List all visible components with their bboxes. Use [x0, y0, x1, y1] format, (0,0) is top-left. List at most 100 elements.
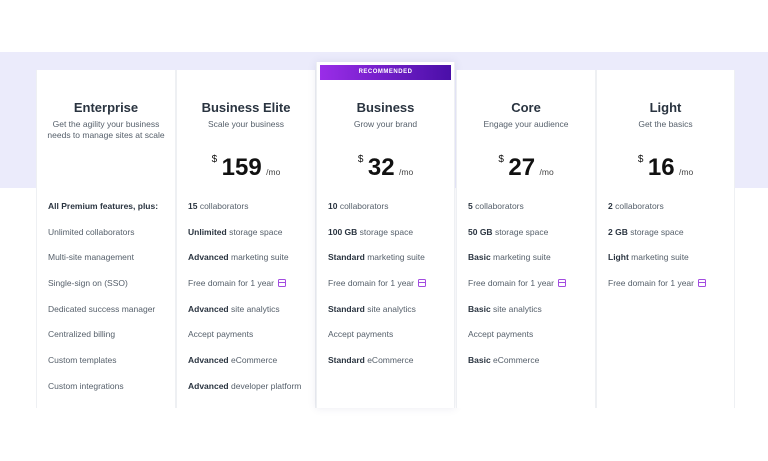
feature-item: Dedicated success manager	[48, 304, 169, 330]
feature-item: Free domain for 1 year	[608, 278, 728, 304]
feature-item: Unlimited storage space	[188, 227, 309, 253]
feature-item: Advanced eCommerce	[188, 355, 309, 381]
feature-item: Unlimited collaborators	[48, 227, 169, 253]
feature-highlight: 100 GB	[328, 226, 358, 237]
feature-highlight: Standard	[328, 355, 365, 366]
feature-item: Single-sign on (SSO)	[48, 278, 169, 304]
feature-highlight: Advanced	[188, 355, 229, 366]
plan-card-enterprise[interactable]: Enterprise Get the agility your business …	[36, 70, 176, 408]
feature-text: Accept payments	[328, 329, 394, 340]
feature-text: Accept payments	[188, 329, 254, 340]
feature-highlight: Advanced	[188, 380, 229, 391]
price-amount: 159	[221, 154, 262, 181]
feature-item: Light marketing suite	[608, 252, 728, 278]
feature-highlight: Advanced	[188, 303, 229, 314]
feature-text: site analytics	[228, 303, 280, 314]
feature-text: Unlimited collaborators	[48, 226, 135, 237]
plan-name: Enterprise	[73, 100, 139, 115]
feature-text: marketing suite	[490, 252, 551, 263]
currency-symbol: $	[498, 154, 504, 165]
gift-icon[interactable]	[277, 279, 286, 288]
feature-text: Dedicated success manager	[48, 303, 156, 314]
feature-text: Free domain for 1 year	[188, 278, 274, 289]
plan-price: $ 16 /mo	[597, 154, 734, 182]
feature-item: Standard marketing suite	[328, 252, 448, 278]
feature-text: Custom integrations	[48, 380, 124, 391]
feature-list: 15 collaborators Unlimited storage space A…	[188, 201, 309, 407]
feature-text: marketing suite	[228, 252, 289, 263]
price-period: /mo	[539, 167, 554, 177]
feature-text: Accept payments	[468, 329, 534, 340]
plan-subtitle: Get the agility your business needs to m…	[47, 119, 165, 140]
feature-highlight: Unlimited	[188, 226, 227, 237]
price-amount: 32	[367, 154, 395, 181]
feature-item: All Premium features, plus:	[48, 201, 169, 227]
feature-item: Free domain for 1 year	[188, 278, 309, 304]
feature-text: Multi-site management	[48, 252, 134, 263]
feature-item: Standard site analytics	[328, 304, 448, 330]
feature-item: 2 GB storage space	[608, 227, 728, 253]
plan-subtitle: Scale your business	[207, 119, 285, 129]
gift-icon[interactable]	[557, 279, 566, 288]
plan-price: $ 27 /mo	[457, 154, 595, 182]
feature-text: eCommerce	[490, 355, 540, 366]
feature-highlight: Light	[608, 252, 629, 263]
feature-item: Basic marketing suite	[468, 252, 589, 278]
feature-text: eCommerce	[228, 355, 278, 366]
feature-highlight: 15	[188, 201, 198, 211]
feature-highlight: 2 GB	[608, 226, 628, 237]
currency-symbol: $	[637, 154, 644, 165]
feature-item: 5 collaborators	[468, 201, 589, 227]
feature-highlight: Advanced	[188, 252, 229, 263]
feature-item: Accept payments	[188, 329, 309, 355]
plan-price: $ 32 /mo	[317, 154, 454, 182]
price-amount: 27	[508, 154, 536, 181]
price-period: /mo	[679, 167, 694, 177]
plan-card-business[interactable]: RECOMMENDED Business Grow your brand $ 32 /…	[316, 62, 455, 408]
feature-text: collaborators	[612, 201, 664, 211]
feature-item: Advanced site analytics	[188, 304, 309, 330]
feature-item: 15 collaborators	[188, 201, 309, 227]
feature-item: 100 GB storage space	[328, 227, 448, 253]
feature-highlight: Standard	[328, 252, 365, 263]
feature-list: 2 collaborators 2 GB storage space Light m…	[608, 201, 728, 304]
feature-text: Centralized billing	[48, 329, 116, 340]
feature-highlight: 5	[468, 201, 473, 211]
feature-item: Custom templates	[48, 355, 169, 381]
feature-text: collaborators	[472, 201, 524, 211]
feature-text: collaborators	[197, 201, 249, 211]
feature-item: Accept payments	[328, 329, 448, 355]
feature-highlight: Standard	[328, 303, 365, 314]
feature-list: 10 collaborators 100 GB storage space Stan…	[328, 201, 448, 381]
feature-highlight: 10	[328, 201, 338, 211]
feature-item: Basic eCommerce	[468, 355, 589, 381]
feature-item: Centralized billing	[48, 329, 169, 355]
feature-item: 50 GB storage space	[468, 227, 589, 253]
recommended-badge: RECOMMENDED	[320, 65, 451, 80]
price-period: /mo	[266, 167, 281, 177]
plan-card-business-elite[interactable]: Business Elite Scale your business $ 159 /…	[176, 70, 316, 408]
plan-name: Business	[356, 100, 415, 115]
feature-item: Accept payments	[468, 329, 589, 355]
feature-list: 5 collaborators 50 GB storage space Basic …	[468, 201, 589, 381]
feature-highlight: Basic	[468, 303, 491, 314]
feature-item: Multi-site management	[48, 252, 169, 278]
feature-text: marketing suite	[364, 252, 425, 263]
feature-item: 2 collaborators	[608, 201, 728, 227]
plan-card-light[interactable]: Light Get the basics $ 16 /mo 2 collaborato…	[596, 70, 735, 408]
currency-symbol: $	[211, 154, 218, 165]
feature-item: Custom integrations	[48, 381, 169, 407]
gift-icon[interactable]	[697, 279, 706, 288]
feature-item: Basic site analytics	[468, 304, 589, 330]
feature-text: storage space	[357, 226, 414, 237]
feature-item: Standard eCommerce	[328, 355, 448, 381]
feature-text: storage space	[226, 226, 283, 237]
plan-name: Core	[511, 100, 541, 115]
feature-item: Free domain for 1 year	[468, 278, 589, 304]
feature-text: site analytics	[364, 303, 416, 314]
feature-text: storage space	[492, 226, 549, 237]
plan-card-core[interactable]: Core Engage your audience $ 27 /mo 5 collab…	[456, 70, 596, 408]
feature-item: 10 collaborators	[328, 201, 448, 227]
gift-icon[interactable]	[417, 279, 426, 288]
price-period: /mo	[399, 167, 414, 177]
